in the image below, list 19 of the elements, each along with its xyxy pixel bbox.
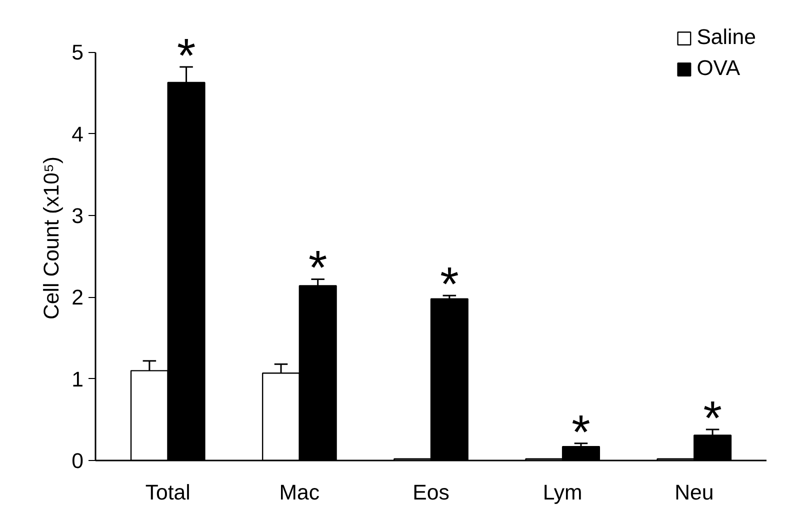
legend-label: OVA (696, 56, 740, 81)
x-tick-label: Neu (674, 480, 714, 504)
x-tick-label: Lym (542, 480, 582, 504)
x-tick-label: Eos (412, 480, 450, 504)
annotation: * (176, 30, 196, 83)
y-tick-label: 0 (72, 449, 84, 473)
y-tick-label: 1 (72, 367, 84, 392)
y-tick-label: 4 (72, 122, 84, 146)
legend-label: Saline (696, 25, 756, 50)
annotation: * (308, 242, 328, 296)
annotation: * (440, 258, 459, 312)
y-tick-label: 5 (72, 40, 84, 65)
y-tick-label: 2 (72, 286, 84, 310)
y-axis-title: Cell Count (x10⁵) (40, 156, 64, 320)
x-tick-label: Mac (279, 480, 320, 504)
x-tick-label: Total (145, 480, 190, 504)
annotation: * (703, 392, 722, 446)
annotation: * (572, 406, 590, 460)
y-tick-label: 3 (72, 204, 84, 228)
